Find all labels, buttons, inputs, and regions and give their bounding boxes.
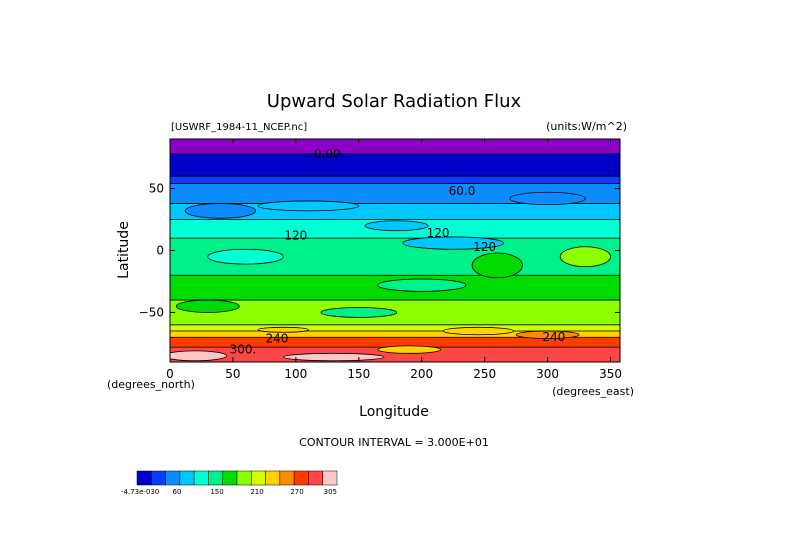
x-tick-label: 100 bbox=[284, 367, 307, 381]
contour-band bbox=[170, 347, 620, 362]
colorbar-swatch bbox=[193, 470, 209, 486]
contour-patch bbox=[207, 248, 284, 265]
contour-label: 0.00 bbox=[314, 147, 341, 161]
contour-band bbox=[170, 176, 620, 184]
contour-patch bbox=[364, 220, 429, 232]
contour-patch bbox=[184, 203, 256, 219]
y-axis: −50 0 50 bbox=[139, 182, 620, 319]
colorbar-swatch bbox=[293, 470, 309, 486]
x-tick-label: 0 bbox=[166, 367, 174, 381]
x-tick-label: 150 bbox=[347, 367, 370, 381]
contour-patch bbox=[282, 352, 385, 362]
colorbar bbox=[136, 470, 338, 486]
x-tick-label: 200 bbox=[410, 367, 433, 381]
contour-label: 300. bbox=[230, 343, 257, 357]
contour-band bbox=[170, 337, 620, 348]
contour-patch bbox=[509, 191, 586, 206]
x-tick-label: 300 bbox=[536, 367, 559, 381]
y-axis-label: Latitude bbox=[116, 221, 132, 279]
contour-patch bbox=[377, 278, 467, 292]
chart-subtitle-left: [USWRF_1984-11_NCEP.nc] bbox=[171, 122, 307, 133]
contour-band bbox=[170, 331, 620, 338]
colorbar-labels: -4.73e-030 60 150 210 270 305 bbox=[121, 488, 337, 496]
colorbar-swatch bbox=[208, 470, 223, 486]
colorbar-label: 305 bbox=[324, 488, 337, 496]
contour-patch bbox=[377, 345, 442, 354]
chart-subtitle-right: (units:W/m^2) bbox=[546, 120, 627, 133]
contour-label: 120 bbox=[284, 229, 307, 243]
x-unit-label: (degrees_east) bbox=[552, 385, 634, 398]
colorbar-label: 270 bbox=[290, 488, 303, 496]
colorbar-swatch bbox=[322, 470, 338, 486]
contour-label: 240 bbox=[542, 330, 565, 344]
x-tick-label: 350 bbox=[599, 367, 622, 381]
contour-label: 240 bbox=[266, 331, 289, 345]
contour-patch bbox=[320, 307, 397, 318]
contour-band bbox=[170, 153, 620, 177]
colorbar-label: 60 bbox=[173, 488, 182, 496]
x-tick-label: 50 bbox=[225, 367, 240, 381]
colorbar-swatch bbox=[222, 470, 238, 486]
contour-patch bbox=[471, 252, 523, 279]
colorbar-label: -4.73e-030 bbox=[121, 488, 159, 496]
y-tick-label: 0 bbox=[156, 244, 164, 258]
contour-label: 120 bbox=[427, 226, 450, 240]
colorbar-label: 210 bbox=[250, 488, 263, 496]
contour-patch bbox=[515, 330, 580, 339]
x-axis-label: Longitude bbox=[359, 404, 429, 420]
contour-band bbox=[170, 183, 620, 204]
x-axis: 0 50 100 150 200 250 300 350 bbox=[166, 139, 622, 381]
contour-patch bbox=[442, 326, 515, 336]
contour-label: 60.0 bbox=[449, 184, 476, 198]
contour-patch bbox=[257, 200, 360, 212]
contour-band bbox=[170, 139, 620, 154]
chart-title: Upward Solar Radiation Flux bbox=[267, 91, 522, 112]
y-tick-label: 50 bbox=[149, 182, 164, 196]
y-tick-label: −50 bbox=[139, 305, 164, 319]
colorbar-swatch bbox=[151, 470, 166, 486]
colorbar-swatch bbox=[136, 470, 152, 486]
contour-patch bbox=[559, 246, 611, 268]
colorbar-label: 150 bbox=[210, 488, 223, 496]
contour-patch bbox=[175, 299, 240, 313]
plot-area: 0.00 60.0 120 120 120 240 240 300. bbox=[169, 138, 621, 363]
colorbar-swatch bbox=[308, 470, 323, 486]
contour-patch bbox=[170, 350, 228, 362]
contour-patch bbox=[402, 236, 504, 250]
contour-patch bbox=[257, 326, 309, 333]
colorbar-swatch bbox=[251, 470, 266, 486]
colorbar-swatch bbox=[165, 470, 181, 486]
colorbar-swatch bbox=[179, 470, 195, 486]
contour-interval-text: CONTOUR INTERVAL = 3.000E+01 bbox=[299, 436, 489, 449]
colorbar-swatch bbox=[236, 470, 252, 486]
colorbar-swatch bbox=[265, 470, 281, 486]
colorbar-swatch bbox=[279, 470, 295, 486]
y-unit-label: (degrees_north) bbox=[107, 378, 195, 391]
x-tick-label: 250 bbox=[473, 367, 496, 381]
contour-band bbox=[170, 324, 620, 332]
contour-label: 120 bbox=[473, 240, 496, 254]
